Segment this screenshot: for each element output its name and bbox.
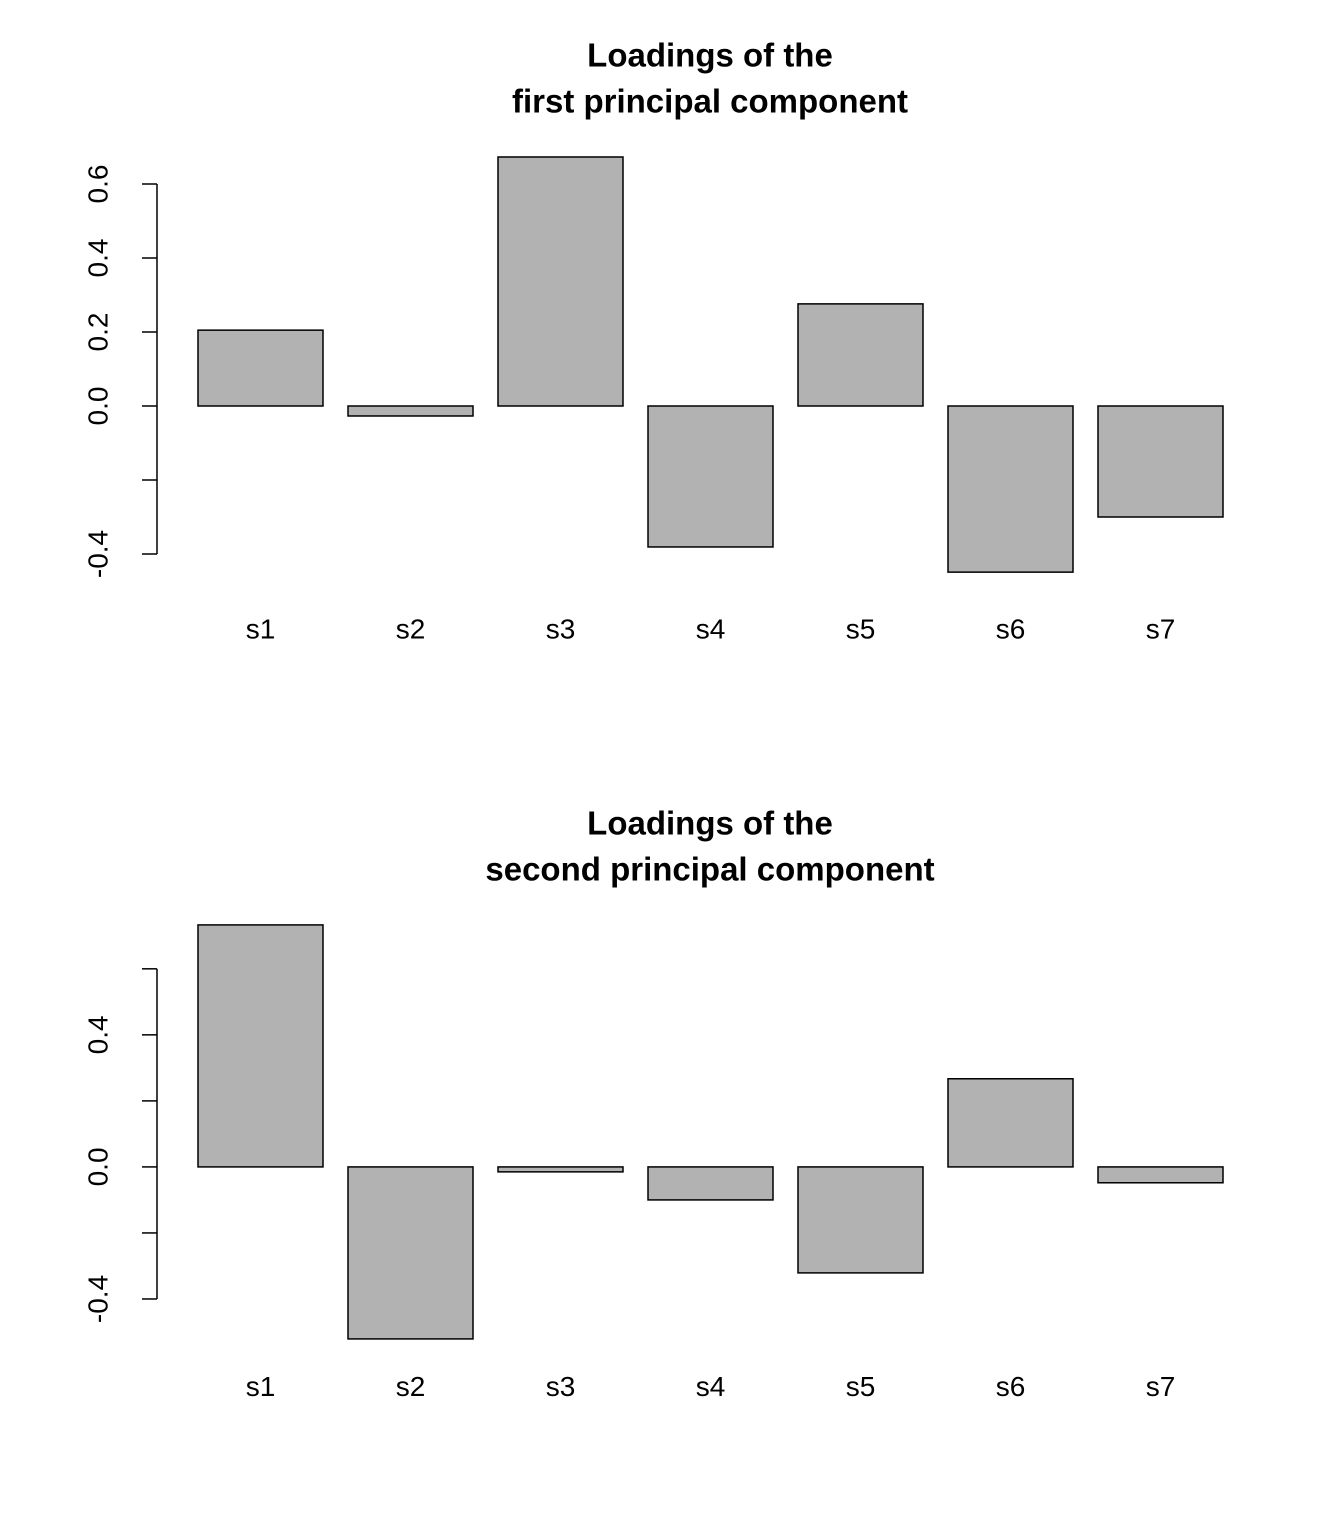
x-tick-label: s1 bbox=[246, 613, 276, 644]
y-tick-label: -0.4 bbox=[82, 1275, 113, 1323]
y-tick-label: -0.4 bbox=[82, 530, 113, 578]
x-tick-label: s5 bbox=[846, 1371, 876, 1402]
chart-title: Loadings of the bbox=[587, 37, 833, 74]
y-tick-label: 0.2 bbox=[82, 313, 113, 352]
bar bbox=[797, 1166, 924, 1274]
x-tick-label: s4 bbox=[696, 613, 726, 644]
x-tick-label: s6 bbox=[996, 1371, 1026, 1402]
chart-title: second principal component bbox=[485, 851, 934, 888]
bar bbox=[947, 405, 1074, 573]
y-tick-label: 0.4 bbox=[82, 1015, 113, 1054]
bar bbox=[197, 924, 324, 1168]
y-tick-label: 0.4 bbox=[82, 239, 113, 278]
x-tick-label: s6 bbox=[996, 613, 1026, 644]
bar bbox=[347, 405, 474, 417]
x-tick-label: s7 bbox=[1146, 613, 1176, 644]
bar bbox=[497, 1166, 624, 1173]
x-tick-label: s4 bbox=[696, 1371, 726, 1402]
x-tick-label: s3 bbox=[546, 1371, 576, 1402]
x-tick-label: s5 bbox=[846, 613, 876, 644]
bar bbox=[347, 1166, 474, 1340]
bar bbox=[1097, 1166, 1224, 1184]
chart-title: first principal component bbox=[512, 83, 908, 120]
x-tick-label: s2 bbox=[396, 613, 426, 644]
x-tick-label: s1 bbox=[246, 1371, 276, 1402]
bar bbox=[1097, 405, 1224, 518]
x-tick-label: s2 bbox=[396, 1371, 426, 1402]
bar bbox=[797, 303, 924, 407]
x-tick-label: s3 bbox=[546, 613, 576, 644]
y-tick-label: 0.0 bbox=[82, 1147, 113, 1186]
y-tick-label: 0.6 bbox=[82, 165, 113, 204]
x-tick-label: s7 bbox=[1146, 1371, 1176, 1402]
bar bbox=[197, 329, 324, 407]
bar bbox=[647, 405, 774, 548]
bar bbox=[647, 1166, 774, 1201]
bar bbox=[947, 1078, 1074, 1168]
bar bbox=[497, 156, 624, 407]
y-tick-label: 0.0 bbox=[82, 387, 113, 426]
chart-title: Loadings of the bbox=[587, 805, 833, 842]
